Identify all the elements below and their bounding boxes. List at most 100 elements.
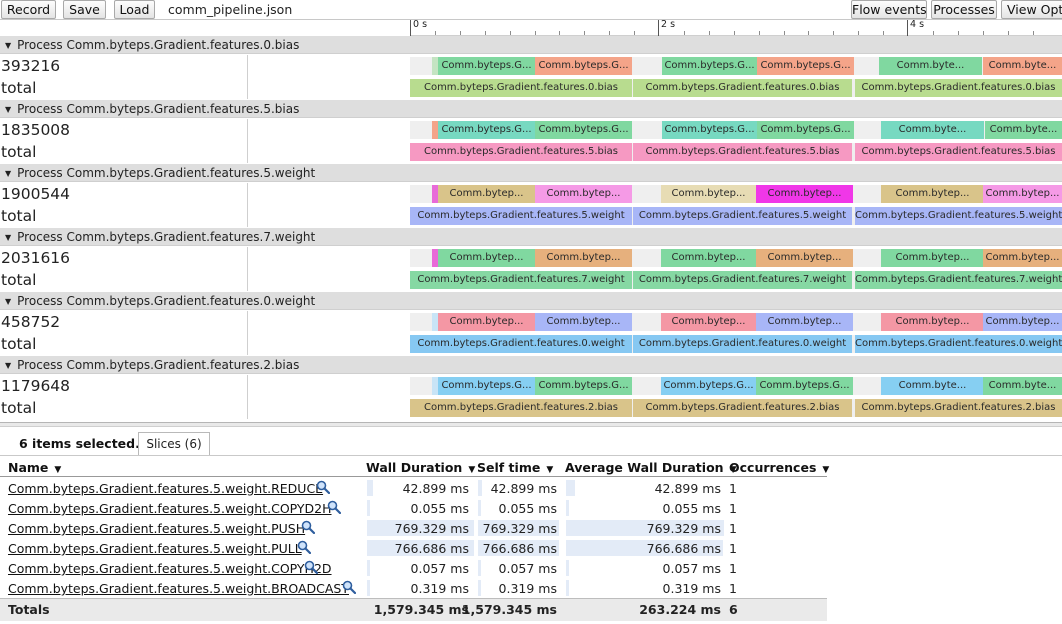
total-slice[interactable]: Comm.byteps.Gradient.features.0.bias <box>855 79 1062 97</box>
time-ruler[interactable]: 0 s 2 s 4 s <box>410 20 1062 36</box>
total-slice[interactable]: Comm.byteps.Gradient.features.0.weight <box>633 335 852 353</box>
trace-slice[interactable]: Comm.byteps.G... <box>661 377 756 395</box>
trace-slice[interactable]: Comm.bytep... <box>881 185 984 203</box>
table-row[interactable]: Comm.byteps.Gradient.features.5.weight.R… <box>0 478 827 498</box>
slice-name-link[interactable]: Comm.byteps.Gradient.features.5.weight.R… <box>8 481 324 496</box>
magnifier-icon[interactable] <box>342 580 357 595</box>
trace-slice[interactable]: Comm.bytep... <box>983 313 1062 331</box>
trace-slice[interactable]: Comm.bytep... <box>881 313 984 331</box>
trace-slice[interactable] <box>432 57 438 75</box>
trace-slice[interactable]: Comm.byteps.G... <box>757 57 854 75</box>
magnifier-icon[interactable] <box>297 540 312 555</box>
trace-slice[interactable]: Comm.bytep... <box>535 313 632 331</box>
trace-slice[interactable] <box>432 377 438 395</box>
magnifier-icon[interactable] <box>327 500 342 515</box>
table-row[interactable]: Comm.byteps.Gradient.features.5.weight.C… <box>0 558 827 578</box>
total-slice[interactable]: Comm.byteps.Gradient.features.5.bias <box>633 143 852 161</box>
slice-name-link[interactable]: Comm.byteps.Gradient.features.5.weight.C… <box>8 561 332 576</box>
view-options-button[interactable]: View Opti <box>1001 0 1062 19</box>
trace-slice[interactable]: Comm.byteps.G... <box>662 121 757 139</box>
process-header[interactable]: ▼ Process Comm.byteps.Gradient.features.5… <box>0 100 1062 118</box>
magnifier-icon[interactable] <box>316 480 331 495</box>
total-slice[interactable]: Comm.byteps.Gradient.features.7.weight <box>855 271 1062 289</box>
trace-slice[interactable]: Comm.byte... <box>879 57 982 75</box>
tab-slices[interactable]: Slices (6) <box>138 432 210 455</box>
trace-slice[interactable]: Comm.bytep... <box>983 185 1062 203</box>
save-button[interactable]: Save <box>63 0 106 19</box>
trace-slice[interactable]: Comm.byteps.G... <box>662 57 757 75</box>
total-slice[interactable]: Comm.byteps.Gradient.features.0.weight <box>855 335 1062 353</box>
trace-slice[interactable] <box>432 185 438 203</box>
trace-slice[interactable]: Comm.bytep... <box>535 249 632 267</box>
total-slice[interactable]: Comm.byteps.Gradient.features.0.weight <box>410 335 632 353</box>
process-header[interactable]: ▼ Process Comm.byteps.Gradient.features.2… <box>0 356 1062 374</box>
total-slice[interactable]: Comm.byteps.Gradient.features.2.bias <box>410 399 632 417</box>
process-header[interactable]: ▼ Process Comm.byteps.Gradient.features.5… <box>0 164 1062 182</box>
column-header-name[interactable]: Name ▼ <box>8 460 62 475</box>
trace-slice[interactable]: Comm.byteps.G... <box>535 377 632 395</box>
column-header-average-wall-duration[interactable]: Average Wall Duration ▼ <box>565 460 737 475</box>
trace-slice[interactable]: Comm.byte... <box>881 121 984 139</box>
trace-slice[interactable]: Comm.byte... <box>985 121 1062 139</box>
table-row[interactable]: Comm.byteps.Gradient.features.5.weight.C… <box>0 498 827 518</box>
table-row[interactable]: Comm.byteps.Gradient.features.5.weight.B… <box>0 578 827 598</box>
total-slice[interactable]: Comm.byteps.Gradient.features.2.bias <box>855 399 1062 417</box>
trace-slice[interactable]: Comm.byte... <box>881 377 984 395</box>
total-slice[interactable]: Comm.byteps.Gradient.features.5.weight <box>633 207 852 225</box>
trace-slice[interactable]: Comm.bytep... <box>661 249 756 267</box>
total-slice[interactable]: Comm.byteps.Gradient.features.7.weight <box>410 271 632 289</box>
trace-slice[interactable]: Comm.bytep... <box>535 185 632 203</box>
slice-name-link[interactable]: Comm.byteps.Gradient.features.5.weight.P… <box>8 541 302 556</box>
collapse-triangle-icon[interactable]: ▼ <box>5 297 12 306</box>
total-slice[interactable]: Comm.byteps.Gradient.features.7.weight <box>633 271 852 289</box>
trace-slice[interactable]: Comm.byteps.G... <box>438 57 535 75</box>
process-header[interactable]: ▼ Process Comm.byteps.Gradient.features.0… <box>0 292 1062 310</box>
flow-events-button[interactable]: Flow events <box>851 0 927 19</box>
collapse-triangle-icon[interactable]: ▼ <box>5 361 12 370</box>
column-header-occurrences[interactable]: Occurrences ▼ <box>729 460 830 475</box>
processes-button[interactable]: Processes <box>931 0 997 19</box>
magnifier-icon[interactable] <box>304 560 319 575</box>
trace-slice[interactable]: Comm.byteps.G... <box>438 121 535 139</box>
process-header[interactable]: ▼ Process Comm.byteps.Gradient.features.0… <box>0 36 1062 54</box>
trace-slice[interactable]: Comm.byteps.G... <box>756 377 853 395</box>
trace-slice[interactable]: Comm.byteps.G... <box>438 377 535 395</box>
slice-name-link[interactable]: Comm.byteps.Gradient.features.5.weight.C… <box>8 501 332 516</box>
trace-slice[interactable]: Comm.bytep... <box>438 313 535 331</box>
trace-slice[interactable]: Comm.byteps.G... <box>757 121 854 139</box>
total-slice[interactable]: Comm.byteps.Gradient.features.2.bias <box>633 399 852 417</box>
trace-slice[interactable]: Comm.bytep... <box>438 185 535 203</box>
collapse-triangle-icon[interactable]: ▼ <box>5 41 12 50</box>
trace-slice[interactable] <box>432 313 438 331</box>
total-slice[interactable]: Comm.byteps.Gradient.features.0.bias <box>633 79 852 97</box>
trace-slice[interactable]: Comm.bytep... <box>438 249 535 267</box>
trace-slice[interactable]: Comm.byte... <box>983 377 1062 395</box>
magnifier-icon[interactable] <box>301 520 316 535</box>
table-row[interactable]: Comm.byteps.Gradient.features.5.weight.P… <box>0 538 827 558</box>
trace-slice[interactable]: Comm.bytep... <box>661 185 756 203</box>
trace-slice[interactable]: Comm.bytep... <box>756 313 853 331</box>
load-button[interactable]: Load <box>114 0 155 19</box>
trace-slice[interactable]: Comm.byteps.G... <box>535 121 632 139</box>
total-slice[interactable]: Comm.byteps.Gradient.features.5.weight <box>410 207 632 225</box>
total-slice[interactable]: Comm.byteps.Gradient.features.5.weight <box>855 207 1062 225</box>
trace-slice[interactable] <box>432 249 438 267</box>
trace-slice[interactable]: Comm.bytep... <box>983 249 1062 267</box>
total-slice[interactable]: Comm.byteps.Gradient.features.0.bias <box>410 79 632 97</box>
trace-slice[interactable]: Comm.bytep... <box>756 249 853 267</box>
trace-slice[interactable] <box>432 121 438 139</box>
trace-slice[interactable]: Comm.byteps.G... <box>535 57 632 75</box>
slice-name-link[interactable]: Comm.byteps.Gradient.features.5.weight.P… <box>8 521 306 536</box>
column-header-wall-duration[interactable]: Wall Duration ▼ <box>366 460 476 475</box>
column-header-self-time[interactable]: Self time ▼ <box>477 460 554 475</box>
total-slice[interactable]: Comm.byteps.Gradient.features.5.bias <box>410 143 632 161</box>
collapse-triangle-icon[interactable]: ▼ <box>5 105 12 114</box>
trace-slice[interactable]: Comm.bytep... <box>756 185 853 203</box>
record-button[interactable]: Record <box>1 0 56 19</box>
trace-slice[interactable]: Comm.bytep... <box>661 313 756 331</box>
collapse-triangle-icon[interactable]: ▼ <box>5 169 12 178</box>
trace-slice[interactable]: Comm.bytep... <box>881 249 984 267</box>
table-row[interactable]: Comm.byteps.Gradient.features.5.weight.P… <box>0 518 827 538</box>
trace-slice[interactable]: Comm.byte... <box>983 57 1062 75</box>
collapse-triangle-icon[interactable]: ▼ <box>5 233 12 242</box>
